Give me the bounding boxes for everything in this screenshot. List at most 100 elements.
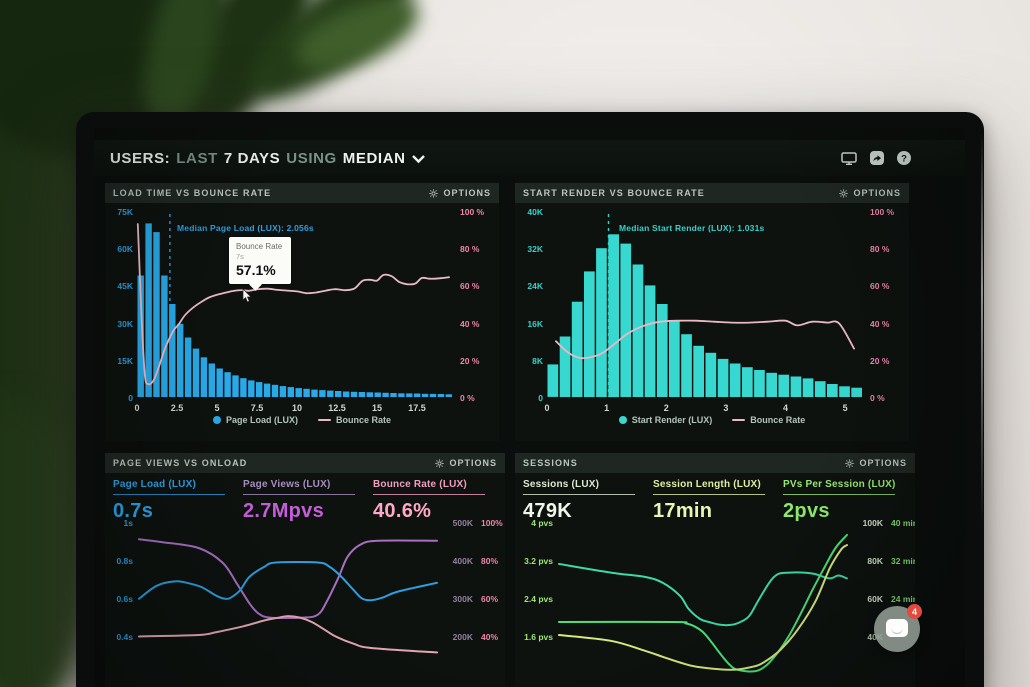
share-icon[interactable] bbox=[870, 151, 884, 165]
y-axis-tick: 75K bbox=[117, 207, 133, 217]
y-axis-tick: 0 bbox=[128, 393, 133, 403]
y-axis-tick: 60 % bbox=[870, 281, 890, 292]
y-axis-tick: 60K bbox=[117, 244, 133, 255]
panel-title: PAGE VIEWS VS ONLOAD bbox=[113, 458, 248, 468]
legend-item[interactable]: Bounce Rate bbox=[318, 415, 391, 425]
y-axis-tick: 40 % bbox=[460, 318, 480, 329]
chat-badge: 4 bbox=[907, 604, 922, 619]
series-line bbox=[558, 533, 848, 673]
title-part: MEDIAN bbox=[342, 149, 406, 167]
metric-label: Bounce Rate (LUX) bbox=[373, 479, 467, 490]
y-axis-tick: 2.4 pvs bbox=[524, 594, 553, 604]
chart-body: Median Page Load (LUX): 2.056s Bounce Ra… bbox=[105, 203, 499, 441]
metric-label: Page Load (LUX) bbox=[113, 479, 197, 490]
y-axis-tick: 15K bbox=[117, 355, 133, 366]
metric-value: 2pvs bbox=[783, 500, 830, 522]
options-button[interactable]: OPTIONS bbox=[435, 458, 497, 468]
tooltip-value: 57.1% bbox=[236, 262, 276, 278]
panel-header: START RENDER VS BOUNCE RATE OPTIONS bbox=[515, 183, 909, 203]
y-axis-tick: 0.4s bbox=[116, 632, 133, 642]
metrics-row: Page Load (LUX) 0.7s Page Views (LUX) 2.… bbox=[113, 479, 503, 523]
panel-load-time-vs-bounce-rate: LOAD TIME VS BOUNCE RATE OPTIONS Median … bbox=[105, 183, 499, 441]
y-axis-tick: 3.2 pvs bbox=[524, 556, 553, 566]
page-title[interactable]: USERS: LAST 7 DAYS USING MEDIAN bbox=[110, 150, 425, 167]
x-axis-tick: 15 bbox=[371, 403, 383, 413]
chevron-down-icon bbox=[411, 150, 425, 167]
metrics-row: Sessions (LUX) 479K Session Length (LUX)… bbox=[523, 479, 913, 523]
y-axis-tick: 0.8s bbox=[116, 556, 133, 566]
panel-start-render-vs-bounce-rate: START RENDER VS BOUNCE RATE OPTIONS Medi… bbox=[515, 183, 909, 441]
legend-line-swatch bbox=[732, 419, 746, 421]
y-axis-tick: 100 % bbox=[460, 207, 485, 217]
tooltip: Bounce Rate 7s 57.1% bbox=[229, 237, 291, 284]
options-button[interactable]: OPTIONS bbox=[845, 458, 907, 468]
metric-page-views: Page Views (LUX) 2.7Mpvs bbox=[243, 479, 373, 523]
x-axis-tick: 0 bbox=[134, 403, 140, 413]
y-axis-tick: 24K bbox=[527, 281, 543, 292]
x-axis-tick: 4 bbox=[782, 403, 788, 413]
y-axis-tick: 0.6s bbox=[116, 594, 133, 604]
series-line bbox=[138, 615, 438, 654]
panel-title: LOAD TIME VS BOUNCE RATE bbox=[113, 188, 272, 198]
panel-page-views-vs-onload: PAGE VIEWS VS ONLOAD OPTIONS Page Load (… bbox=[105, 453, 505, 687]
x-axis-tick: 2.5 bbox=[170, 403, 184, 413]
metric-underline bbox=[653, 494, 765, 495]
legend-dot bbox=[618, 416, 627, 424]
legend-item[interactable]: Page Load (LUX) bbox=[212, 415, 298, 425]
x-axis-tick: 2 bbox=[663, 403, 669, 413]
metric-bounce-rate: Bounce Rate (LUX) 40.6% bbox=[373, 479, 503, 523]
y-axis-tick: 80 % bbox=[870, 244, 890, 255]
y-axis-tick-pair: 500K 100% bbox=[452, 518, 503, 528]
y-axis-tick-pair: 400K 80% bbox=[452, 556, 499, 566]
gear-icon bbox=[839, 188, 849, 198]
y-axis-tick: 32K bbox=[527, 244, 543, 255]
gear-icon bbox=[845, 458, 855, 468]
legend-item[interactable]: Start Render (LUX) bbox=[618, 415, 712, 425]
panel-header: LOAD TIME VS BOUNCE RATE OPTIONS bbox=[105, 183, 499, 203]
x-axis-tick: 17.5 bbox=[408, 403, 426, 413]
mouse-cursor bbox=[242, 288, 252, 308]
metric-session-length: Session Length (LUX) 17min bbox=[653, 479, 783, 523]
options-button[interactable]: OPTIONS bbox=[839, 188, 901, 198]
metric-label: Session Length (LUX) bbox=[653, 479, 761, 490]
gear-icon bbox=[429, 188, 439, 198]
bounce-rate-line bbox=[136, 223, 450, 386]
metric-pvs-per-session: PVs Per Session (LUX) 2pvs bbox=[783, 479, 913, 523]
x-axis-tick: 10 bbox=[291, 403, 303, 413]
metric-underline bbox=[373, 494, 485, 495]
y-axis-tick: 40K bbox=[527, 207, 543, 217]
y-axis-tick: 60 % bbox=[460, 281, 480, 292]
y-axis-tick: 45K bbox=[117, 281, 133, 292]
legend-dot bbox=[212, 416, 221, 424]
series-line bbox=[558, 562, 848, 627]
chart-body: Page Load (LUX) 0.7s Page Views (LUX) 2.… bbox=[105, 473, 505, 687]
tooltip-subtitle: 7s bbox=[236, 252, 244, 261]
laptop: USERS: LAST 7 DAYS USING MEDIAN bbox=[76, 112, 984, 687]
legend: Page Load (LUX) Bounce Rate bbox=[105, 415, 499, 425]
panel-title: SESSIONS bbox=[523, 458, 578, 468]
y-axis-tick-pair: 200K 40% bbox=[452, 632, 499, 642]
tooltip-title: Bounce Rate bbox=[236, 242, 283, 251]
metric-label: Page Views (LUX) bbox=[243, 479, 331, 490]
options-button[interactable]: OPTIONS bbox=[429, 188, 491, 198]
y-axis-tick: 16K bbox=[527, 318, 543, 329]
y-axis-tick: 80 % bbox=[460, 244, 480, 255]
x-axis-tick: 0 bbox=[544, 403, 550, 413]
chart-body: Median Start Render (LUX): 1.031s Start … bbox=[515, 203, 909, 441]
metric-underline bbox=[523, 494, 635, 495]
title-part: LAST bbox=[176, 149, 218, 167]
y-axis-tick: 1.6 pvs bbox=[524, 632, 553, 642]
chat-launcher[interactable]: 4 bbox=[874, 604, 922, 652]
display-icon[interactable] bbox=[841, 151, 857, 165]
laptop-screen: USERS: LAST 7 DAYS USING MEDIAN bbox=[94, 128, 965, 687]
help-icon[interactable]: ? bbox=[897, 151, 911, 165]
bar-line-plot bbox=[136, 214, 452, 397]
median-label: Median Page Load (LUX): 2.056s bbox=[177, 223, 314, 233]
y-axis-tick: 0 bbox=[538, 393, 543, 403]
x-axis-tick: 5 bbox=[842, 403, 848, 413]
gear-icon bbox=[435, 458, 445, 468]
legend-item[interactable]: Bounce Rate bbox=[732, 415, 805, 425]
x-axis-tick: 3 bbox=[723, 403, 729, 413]
